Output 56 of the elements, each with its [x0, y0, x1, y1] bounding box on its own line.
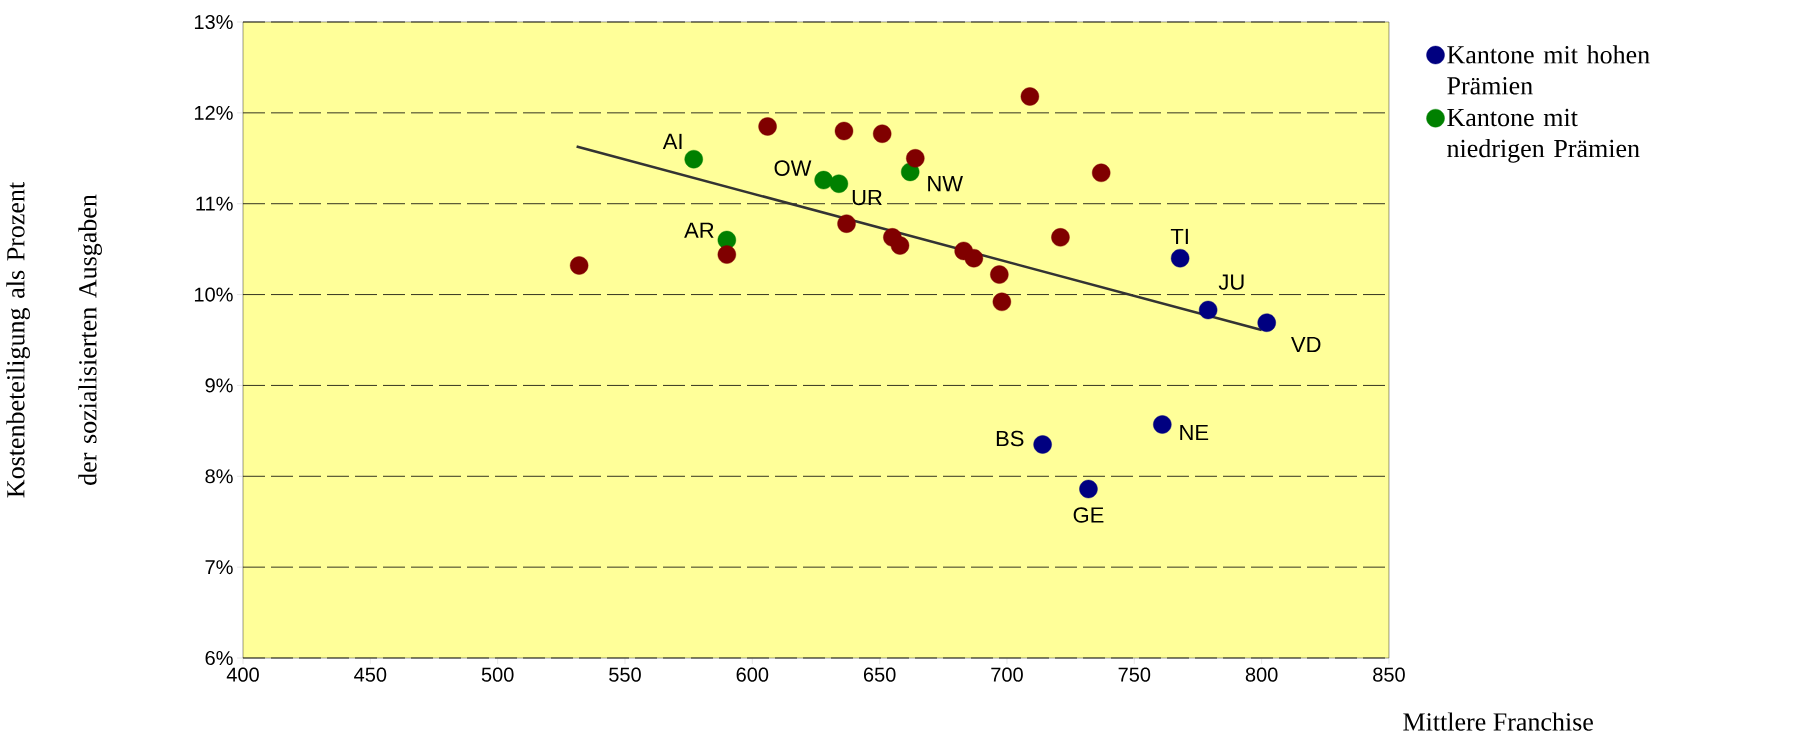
point	[1033, 435, 1052, 454]
annotation: BS	[996, 430, 1024, 447]
y-tick-label: 11%	[196, 196, 233, 211]
annotation: AR	[684, 222, 714, 238]
annotation: NW	[928, 176, 963, 192]
y-tick-label: 13%	[194, 14, 233, 30]
x-tick-label: 850	[1373, 667, 1405, 682]
point	[837, 214, 856, 233]
point	[890, 236, 910, 255]
point	[990, 265, 1009, 284]
annotation: GE	[1073, 507, 1104, 523]
y-tick-label: 6%	[205, 650, 233, 666]
point	[1153, 415, 1172, 434]
point	[758, 117, 777, 136]
x-tick-label: 750	[1118, 667, 1151, 682]
point	[1198, 300, 1218, 320]
y-tick-label: 12%	[194, 105, 233, 120]
x-axis-title: Mittlere Franchise	[1403, 712, 1593, 731]
point	[569, 256, 589, 275]
x-tick-label: 800	[1245, 667, 1278, 682]
point	[814, 170, 833, 190]
point	[872, 124, 892, 143]
point	[1079, 479, 1098, 499]
y-tick-label: 7%	[205, 560, 233, 575]
point	[964, 249, 984, 268]
x-tick-label: 450	[354, 667, 387, 682]
point	[684, 149, 703, 169]
x-tick-label: 550	[609, 667, 641, 682]
y-tick-label: 8%	[205, 469, 233, 484]
point	[1257, 313, 1276, 332]
point	[992, 292, 1012, 312]
point	[1051, 228, 1070, 247]
annotation: AI	[662, 133, 682, 149]
annotation: TI	[1170, 228, 1188, 245]
point	[906, 149, 925, 168]
x-tick-label: 700	[991, 667, 1023, 682]
y-tick-label: 9%	[205, 378, 233, 393]
point	[829, 174, 849, 193]
point	[717, 245, 737, 264]
point	[834, 121, 854, 141]
annotation: OW	[774, 160, 812, 176]
x-tick-label: 500	[481, 667, 514, 682]
annotation: UR	[852, 189, 882, 206]
y-tick-label: 10%	[194, 287, 233, 302]
annotation: JU	[1218, 274, 1244, 290]
point	[1170, 249, 1190, 268]
point	[1020, 87, 1040, 106]
annotation: NE	[1180, 424, 1209, 441]
legend-label: Kantone mit niedrigen Prämien	[1447, 108, 1640, 163]
annotation: VD	[1291, 336, 1321, 353]
legend-label: Kantone mit hohen Prämien	[1447, 45, 1650, 95]
point	[1091, 163, 1111, 183]
text: Kostenbeteiligung als Prozent der sozialisierten Ausgaben	[6, 182, 102, 498]
x-tick-label: 400	[226, 667, 259, 682]
x-tick-label: 650	[863, 667, 896, 682]
x-tick-label: 600	[736, 667, 769, 682]
